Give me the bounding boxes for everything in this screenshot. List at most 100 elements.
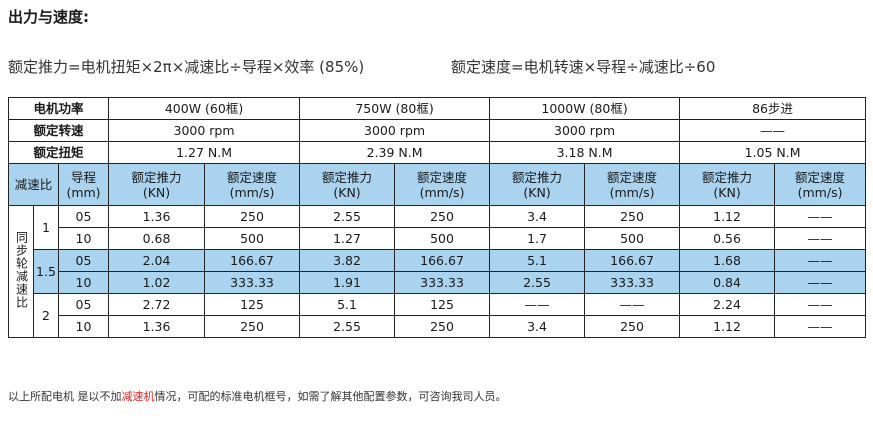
speed-header: 额定速度 (mm/s) <box>774 163 867 206</box>
ratio-cell: 1 <box>33 205 59 250</box>
value-cell: 166.67 <box>204 249 301 272</box>
table-row: 10 0.68 500 1.27 500 1.7 500 0.56 —— <box>9 227 867 250</box>
lead-cell: 05 <box>57 293 110 316</box>
lead-header: 导程 (mm) <box>57 163 110 206</box>
ratio-cell: 1.5 <box>33 249 59 294</box>
footnote-text: 以上所配电机 是以不加 <box>8 390 122 403</box>
lead-cell: 05 <box>57 249 110 272</box>
motor-power-label: 电机功率 <box>7 97 110 120</box>
rated-speed-cell: 3000 rpm <box>489 119 681 142</box>
rated-torque-cell: 3.18 N.M <box>489 141 681 164</box>
value-cell: 1.02 <box>108 271 206 294</box>
speed-header: 额定速度 (mm/s) <box>204 163 301 206</box>
force-header: 额定推力 (KN) <box>299 163 396 206</box>
spec-table: 电机功率 400W (60框) 750W (80框) 1000W (80框) 8… <box>7 97 867 338</box>
value-cell: 3.4 <box>489 315 586 338</box>
footnote: 以上所配电机 是以不加减速机情况，可配的标准电机框号，如需了解其他配置参数，可咨… <box>8 388 507 404</box>
value-cell: 166.67 <box>394 249 491 272</box>
rated-speed-cell: —— <box>679 119 867 142</box>
table-row: 1.5 05 2.04 166.67 3.82 166.67 5.1 166.6… <box>9 249 867 294</box>
value-cell: 1.36 <box>108 205 206 228</box>
motor-power-cell: 400W (60框) <box>108 97 301 120</box>
value-cell: 5.1 <box>299 293 396 316</box>
column-header-row: 减速比 导程 (mm) 额定推力 (KN) 额定速度 (mm/s) 额定推力 (KN) … <box>8 163 867 206</box>
value-cell: 0.68 <box>108 227 206 250</box>
value-cell: 1.12 <box>679 205 776 228</box>
value-cell: 2.24 <box>679 293 776 316</box>
rated-speed-cell: 3000 rpm <box>108 119 301 142</box>
motor-power-cell: 86步进 <box>679 97 867 120</box>
lead-cell: 10 <box>57 227 110 250</box>
rated-speed-label: 额定转速 <box>7 119 110 142</box>
value-cell: 5.1 <box>489 249 586 272</box>
value-cell: —— <box>584 293 681 316</box>
page-title: 出力与速度: <box>8 8 89 26</box>
force-header: 额定推力 (KN) <box>489 163 586 206</box>
speed-header: 额定速度 (mm/s) <box>584 163 681 206</box>
motor-power-row: 电机功率 400W (60框) 750W (80框) 1000W (80框) 8… <box>7 97 867 120</box>
value-cell: 250 <box>204 315 301 338</box>
value-cell: 3.82 <box>299 249 396 272</box>
value-cell: 1.91 <box>299 271 396 294</box>
value-cell: 125 <box>204 293 301 316</box>
value-cell: —— <box>774 249 867 272</box>
ratio-header: 减速比 <box>8 163 59 206</box>
motor-power-cell: 1000W (80框) <box>489 97 681 120</box>
value-cell: —— <box>774 271 867 294</box>
value-cell: 2.72 <box>108 293 206 316</box>
value-cell: —— <box>774 293 867 316</box>
value-cell: 500 <box>584 227 681 250</box>
value-cell: 250 <box>584 205 681 228</box>
value-cell: —— <box>774 205 867 228</box>
value-cell: 250 <box>394 205 491 228</box>
value-cell: 125 <box>394 293 491 316</box>
rated-torque-cell: 2.39 N.M <box>299 141 491 164</box>
rated-torque-row: 额定扭矩 1.27 N.M 2.39 N.M 3.18 N.M 1.05 N.M <box>7 141 867 164</box>
value-cell: —— <box>774 315 867 338</box>
value-cell: 2.55 <box>299 205 396 228</box>
footnote-text: 情况，可配的标准电机框号，如需了解其他配置参数，可咨询我司人员。 <box>154 390 507 403</box>
value-cell: 500 <box>204 227 301 250</box>
value-cell: —— <box>489 293 586 316</box>
side-label: 同步轮减速比 <box>8 205 34 338</box>
value-cell: 166.67 <box>584 249 681 272</box>
reducer-link[interactable]: 减速机 <box>121 390 155 403</box>
value-cell: 250 <box>584 315 681 338</box>
speed-formula: 额定速度=电机转速×导程÷减速比÷60 <box>451 58 716 76</box>
speed-header: 额定速度 (mm/s) <box>394 163 491 206</box>
value-cell: 2.55 <box>299 315 396 338</box>
value-cell: 500 <box>394 227 491 250</box>
value-cell: 333.33 <box>204 271 301 294</box>
lead-cell: 05 <box>57 205 110 228</box>
force-header: 额定推力 (KN) <box>108 163 206 206</box>
rated-torque-cell: 1.05 N.M <box>679 141 867 164</box>
rated-speed-cell: 3000 rpm <box>299 119 491 142</box>
value-cell: 250 <box>394 315 491 338</box>
lead-cell: 10 <box>57 315 110 338</box>
motor-power-cell: 750W (80框) <box>299 97 491 120</box>
value-cell: 1.36 <box>108 315 206 338</box>
value-cell: 3.4 <box>489 205 586 228</box>
value-cell: —— <box>774 227 867 250</box>
value-cell: 2.04 <box>108 249 206 272</box>
value-cell: 333.33 <box>584 271 681 294</box>
value-cell: 250 <box>204 205 301 228</box>
table-row: 10 1.36 250 2.55 250 3.4 250 1.12 —— <box>9 315 867 338</box>
table-row: 10 1.02 333.33 1.91 333.33 2.55 333.33 0… <box>9 271 867 294</box>
force-header: 额定推力 (KN) <box>679 163 776 206</box>
value-cell: 0.84 <box>679 271 776 294</box>
rated-speed-row: 额定转速 3000 rpm 3000 rpm 3000 rpm —— <box>7 119 867 142</box>
rated-torque-cell: 1.27 N.M <box>108 141 301 164</box>
rated-torque-label: 额定扭矩 <box>7 141 110 164</box>
value-cell: 1.68 <box>679 249 776 272</box>
value-cell: 2.55 <box>489 271 586 294</box>
lead-cell: 10 <box>57 271 110 294</box>
value-cell: 1.12 <box>679 315 776 338</box>
force-formula: 额定推力=电机扭矩×2π×减速比÷导程×效率 (85%) <box>8 58 365 76</box>
value-cell: 0.56 <box>679 227 776 250</box>
table-row: 2 05 2.72 125 5.1 125 —— —— 2.24 —— <box>9 293 867 338</box>
value-cell: 1.27 <box>299 227 396 250</box>
table-row: 同步轮减速比 1 05 1.36 250 2.55 250 3.4 250 1.… <box>8 205 867 338</box>
value-cell: 1.7 <box>489 227 586 250</box>
value-cell: 333.33 <box>394 271 491 294</box>
